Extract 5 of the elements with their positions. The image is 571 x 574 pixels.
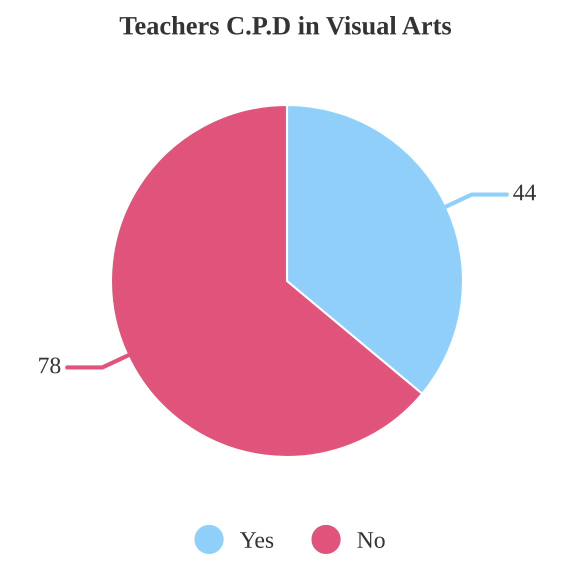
legend-label: Yes (240, 532, 274, 548)
data-label: 44 (513, 184, 536, 200)
legend-label: No (357, 532, 385, 548)
data-label: 78 (39, 357, 60, 374)
chart-title: Teachers C.P.D in Visual Arts (120, 16, 452, 35)
